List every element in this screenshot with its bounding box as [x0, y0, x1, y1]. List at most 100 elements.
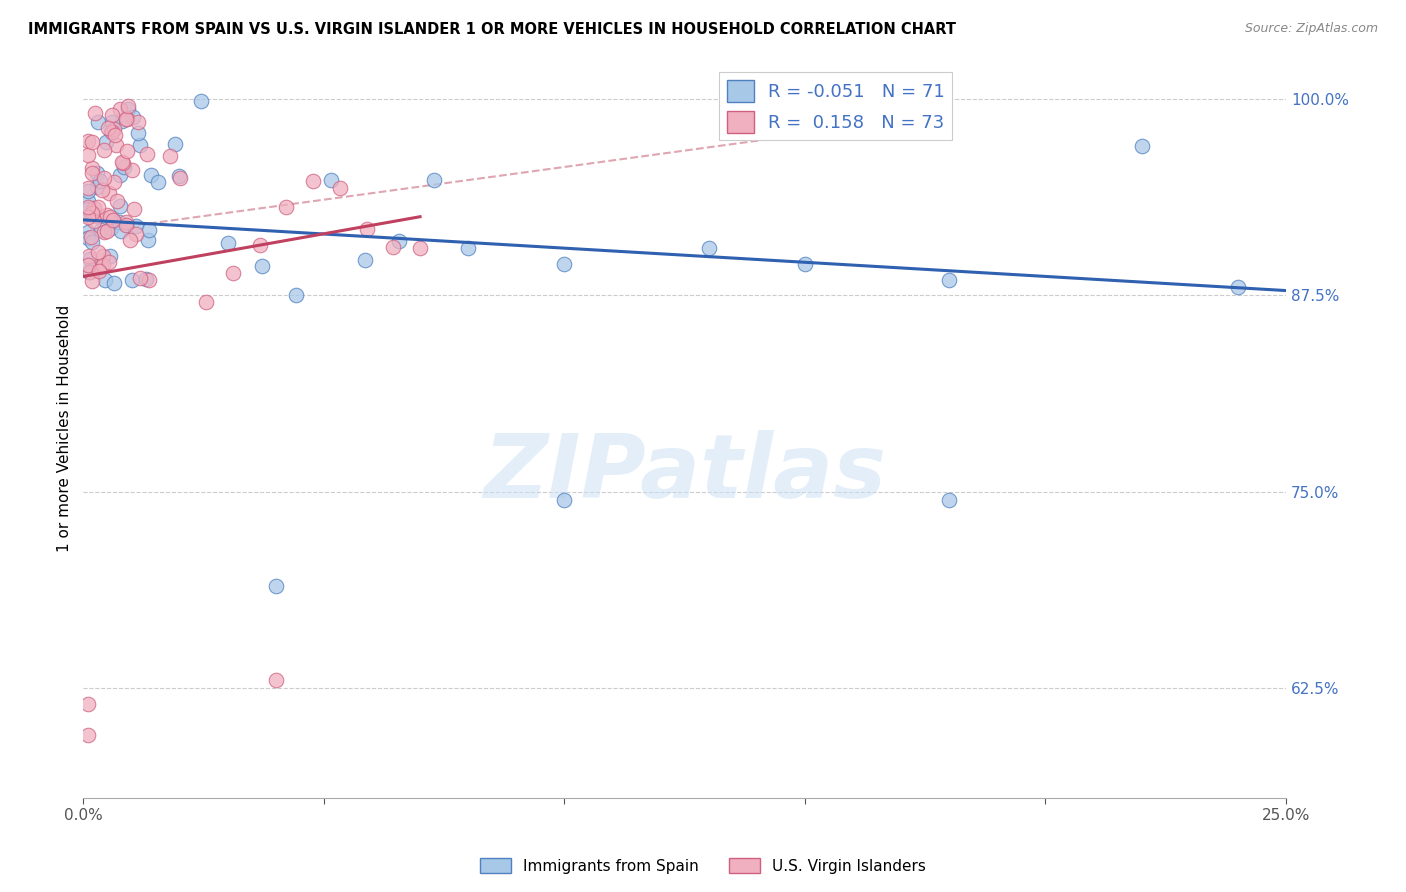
- Point: [114, 218, 136, 232]
- Point: [87, 200, 110, 214]
- Point: [195, 294, 218, 309]
- Point: [122, 202, 145, 216]
- Point: [136, 147, 159, 161]
- Point: [93, 170, 115, 185]
- Point: [217, 236, 239, 251]
- Point: [356, 222, 378, 236]
- Point: [159, 149, 181, 163]
- Legend: R = -0.051   N = 71, R =  0.158   N = 73: R = -0.051 N = 71, R = 0.158 N = 73: [720, 72, 952, 140]
- Point: [89, 264, 111, 278]
- Point: [90, 260, 112, 274]
- Point: [117, 112, 139, 127]
- Point: [112, 156, 135, 170]
- Point: [553, 492, 575, 507]
- Point: [423, 173, 446, 187]
- Point: [93, 143, 115, 157]
- Point: [121, 273, 143, 287]
- Point: [276, 200, 298, 214]
- Point: [80, 235, 103, 249]
- Point: [938, 272, 960, 286]
- Point: [128, 271, 150, 285]
- Point: [121, 110, 143, 124]
- Point: [125, 219, 148, 233]
- Point: [354, 253, 377, 268]
- Point: [100, 221, 122, 235]
- Point: [98, 255, 121, 269]
- Point: [117, 99, 139, 113]
- Legend: Immigrants from Spain, U.S. Virgin Islanders: Immigrants from Spain, U.S. Virgin Islan…: [474, 852, 932, 880]
- Point: [94, 273, 117, 287]
- Point: [103, 276, 125, 290]
- Point: [136, 233, 159, 247]
- Point: [89, 174, 111, 188]
- Point: [1226, 280, 1249, 294]
- Point: [329, 181, 352, 195]
- Point: [77, 728, 100, 742]
- Point: [115, 218, 138, 232]
- Point: [77, 258, 100, 272]
- Point: [249, 238, 271, 252]
- Point: [77, 148, 100, 162]
- Point: [91, 258, 114, 272]
- Point: [793, 257, 815, 271]
- Point: [302, 174, 325, 188]
- Point: [83, 201, 105, 215]
- Point: [98, 211, 121, 225]
- Point: [100, 125, 122, 139]
- Point: [141, 168, 163, 182]
- Point: [87, 115, 110, 129]
- Point: [103, 175, 125, 189]
- Point: [382, 240, 405, 254]
- Point: [103, 213, 125, 227]
- Point: [93, 226, 115, 240]
- Text: ZIPatlas: ZIPatlas: [484, 430, 886, 516]
- Point: [457, 241, 479, 255]
- Point: [553, 257, 575, 271]
- Point: [165, 136, 187, 151]
- Point: [98, 249, 121, 263]
- Point: [250, 260, 273, 274]
- Point: [129, 138, 152, 153]
- Point: [94, 135, 117, 149]
- Point: [82, 161, 104, 176]
- Point: [388, 234, 411, 248]
- Point: [111, 113, 134, 128]
- Point: [77, 697, 100, 711]
- Point: [190, 94, 212, 108]
- Point: [77, 225, 100, 239]
- Point: [115, 215, 138, 229]
- Point: [110, 199, 132, 213]
- Point: [105, 138, 128, 153]
- Point: [80, 166, 103, 180]
- Point: [1130, 139, 1153, 153]
- Point: [108, 168, 131, 182]
- Point: [90, 223, 112, 237]
- Point: [110, 155, 132, 169]
- Point: [80, 206, 103, 220]
- Point: [103, 122, 125, 136]
- Point: [107, 215, 129, 229]
- Point: [110, 224, 132, 238]
- Point: [77, 249, 100, 263]
- Point: [87, 244, 110, 259]
- Point: [409, 241, 432, 255]
- Point: [96, 224, 118, 238]
- Point: [222, 266, 245, 280]
- Point: [77, 231, 100, 245]
- Point: [697, 241, 720, 255]
- Point: [938, 492, 960, 507]
- Point: [105, 194, 128, 208]
- Point: [285, 288, 308, 302]
- Point: [138, 273, 160, 287]
- Text: Source: ZipAtlas.com: Source: ZipAtlas.com: [1244, 22, 1378, 36]
- Point: [108, 103, 131, 117]
- Point: [77, 202, 100, 216]
- Point: [82, 274, 104, 288]
- Point: [77, 265, 100, 279]
- Point: [112, 161, 135, 175]
- Text: IMMIGRANTS FROM SPAIN VS U.S. VIRGIN ISLANDER 1 OR MORE VEHICLES IN HOUSEHOLD CO: IMMIGRANTS FROM SPAIN VS U.S. VIRGIN ISL…: [28, 22, 956, 37]
- Point: [101, 108, 124, 122]
- Point: [77, 134, 100, 148]
- Point: [86, 179, 108, 194]
- Point: [146, 175, 169, 189]
